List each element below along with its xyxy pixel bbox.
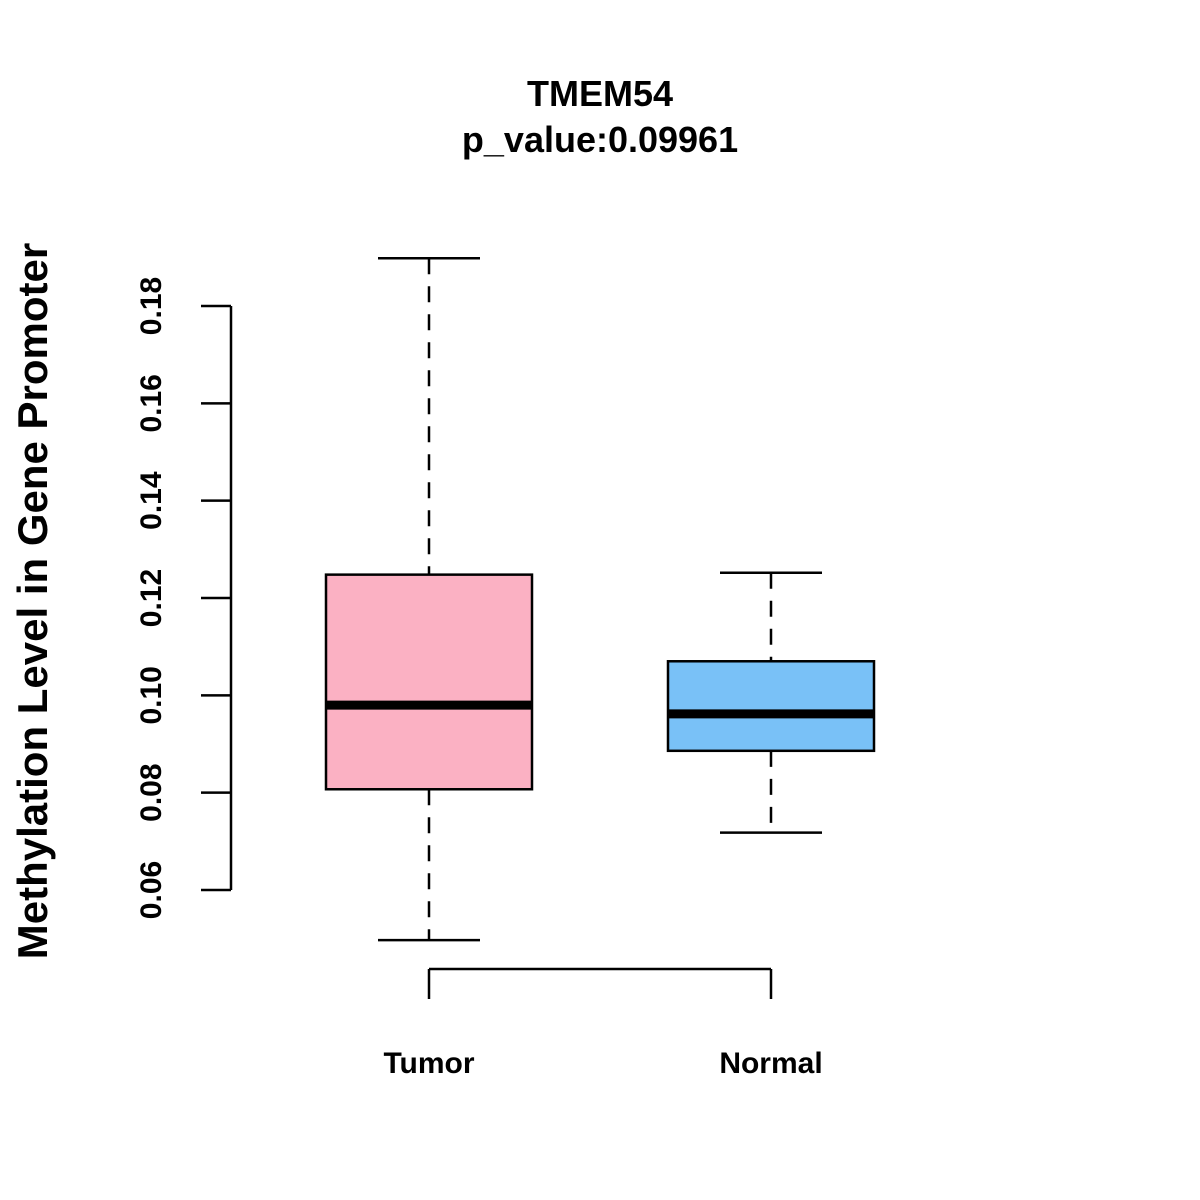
iqr-box bbox=[324, 573, 534, 791]
y-tick-label: 0.06 bbox=[135, 861, 168, 919]
iqr-box bbox=[666, 660, 876, 753]
box-tumor bbox=[324, 257, 534, 942]
x-axis: Tumor Normal bbox=[383, 967, 823, 1080]
y-tick-label: 0.16 bbox=[135, 374, 168, 432]
y-tick-label: 0.12 bbox=[135, 569, 168, 627]
y-axis: 0.06 0.08 0.10 0.12 0.14 0.16 0.18 bbox=[135, 277, 233, 919]
y-tick-label: 0.08 bbox=[135, 763, 168, 821]
boxes-group bbox=[324, 257, 876, 942]
x-tick-label-normal: Normal bbox=[719, 1047, 822, 1080]
y-tick-label: 0.18 bbox=[135, 277, 168, 335]
y-tick-label: 0.14 bbox=[135, 471, 168, 530]
y-tick-label: 0.10 bbox=[135, 666, 168, 724]
y-axis-label: Methylation Level in Gene Promoter bbox=[9, 243, 56, 959]
box-normal bbox=[666, 571, 876, 834]
chart-title: TMEM54 bbox=[527, 73, 673, 114]
x-tick-label-tumor: Tumor bbox=[383, 1047, 474, 1080]
chart-subtitle: p_value:0.09961 bbox=[462, 119, 738, 160]
